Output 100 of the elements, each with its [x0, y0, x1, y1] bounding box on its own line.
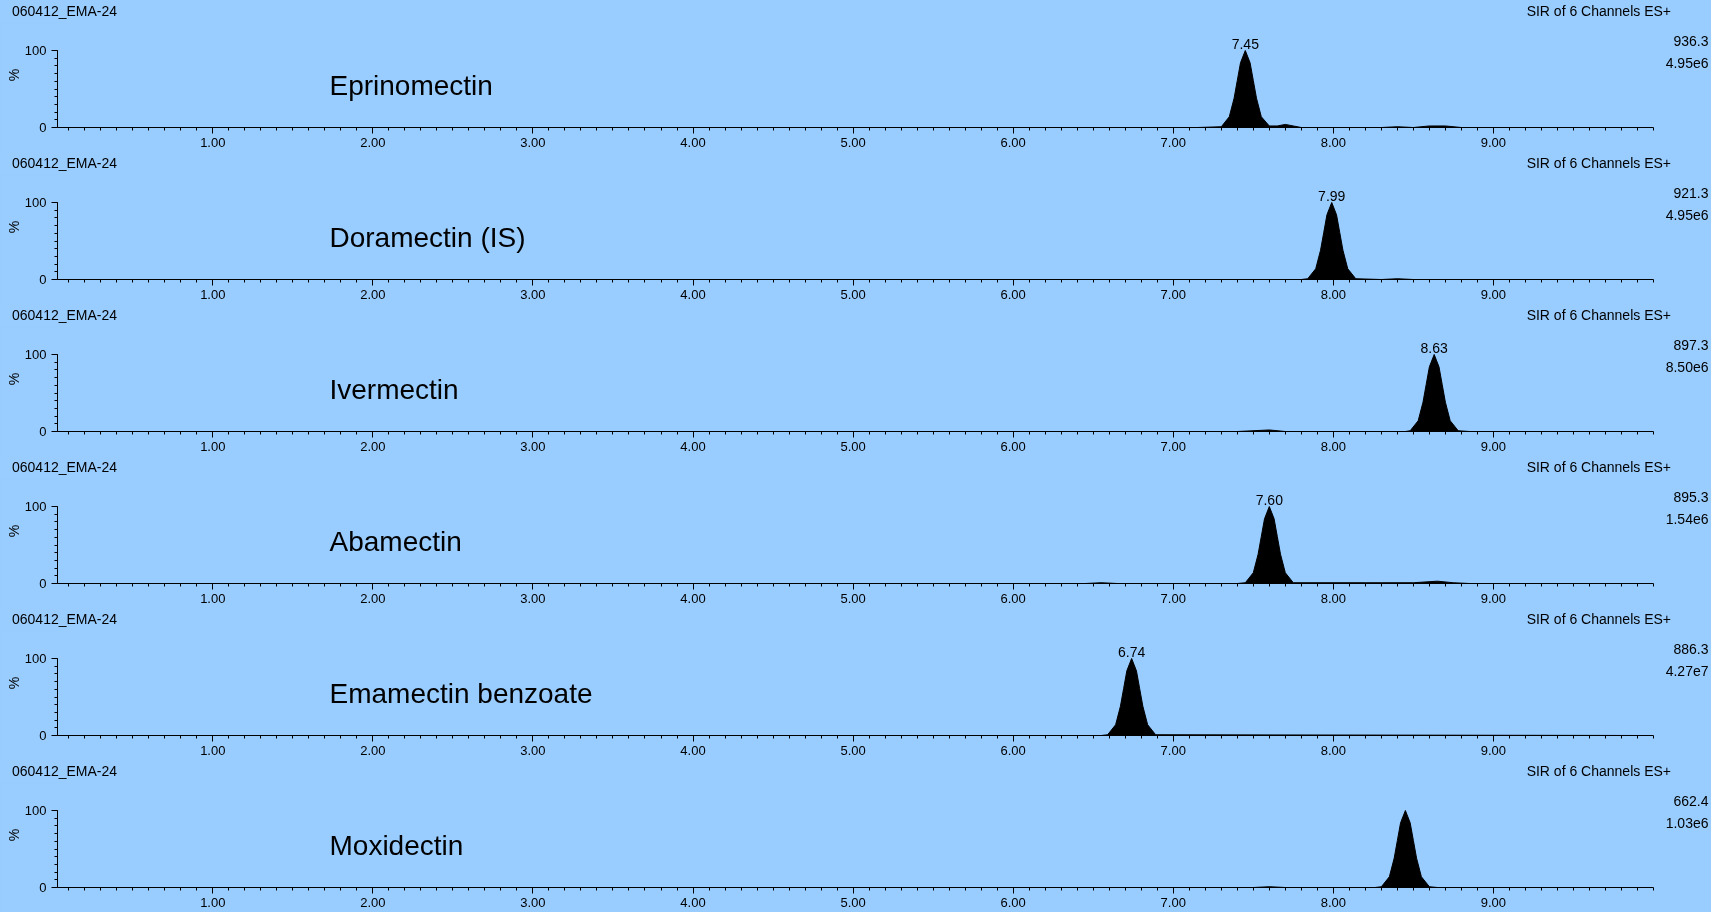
x-tick-label: 3.00 [520, 438, 546, 454]
title: 060412_EMA-24 [12, 154, 118, 173]
x-tick-label: 1.00 [200, 438, 226, 454]
x-tick-label: 2.00 [360, 286, 386, 302]
x-tick-label: 9.00 [1480, 438, 1507, 454]
x-tick-label: 5.00 [840, 894, 866, 910]
x-tick-label: 8.00 [1320, 590, 1346, 606]
annotation: Moxidectin [329, 830, 464, 861]
x-tick-label: 5.00 [840, 590, 866, 606]
y-tick-label: 100 [24, 651, 47, 666]
x-tick-label: 3.00 [520, 286, 546, 302]
title: 060412_EMA-24 [12, 762, 118, 781]
y-tick-label: 100 [24, 347, 47, 362]
y-tick-label: 100 [24, 499, 47, 514]
y-tick-label: 100 [24, 195, 47, 210]
x-tick-label: 8.00 [1320, 742, 1346, 758]
x-tick-label: 6.00 [1000, 894, 1026, 910]
x-tick-label: 1.00 [200, 742, 226, 758]
x-tick-label: 9.00 [1480, 286, 1507, 302]
x-tick-label: 3.00 [520, 134, 546, 150]
x-tick-label: 4.00 [680, 742, 706, 758]
x-tick-label: 4.00 [680, 286, 706, 302]
subtitle: SIR of 6 Channels ES+ [1526, 154, 1671, 173]
text: 921.3 4.95e6 [1665, 184, 1709, 223]
x-tick-label: 9.00 [1480, 590, 1507, 606]
x-tick-label: 4.00 [680, 438, 706, 454]
y-tick-label: 0 [39, 880, 47, 895]
annotation: 8.63 [1420, 339, 1449, 356]
x-tick-label: 2.00 [360, 894, 386, 910]
x-tick-label: 9.00 [1480, 894, 1507, 910]
annotation: Eprinomectin [329, 70, 493, 101]
x-tick-label: 2.00 [360, 590, 386, 606]
x-tick-label: 4.00 [680, 134, 706, 150]
y-tick-label: 100 [24, 803, 47, 818]
y-axis-title: % [5, 372, 22, 386]
x-tick-label: 6.00 [1000, 286, 1026, 302]
x-tick-label: 3.00 [520, 742, 546, 758]
x-tick-label: 7.00 [1160, 590, 1186, 606]
x-tick-label: 6.00 [1000, 438, 1026, 454]
x-tick-label: 1.00 [200, 134, 226, 150]
y-axis-title: % [5, 828, 22, 842]
x-tick-label: 1.00 [200, 894, 226, 910]
annotation: Doramectin (IS) [329, 222, 526, 253]
y-tick-label: 0 [39, 576, 47, 591]
x-tick-label: 6.00 [1000, 590, 1026, 606]
x-tick-label: 5.00 [840, 134, 866, 150]
y-axis-title: % [5, 220, 22, 234]
y-tick-label: 100 [24, 43, 47, 58]
x-tick-label: 7.00 [1160, 438, 1186, 454]
annotation: 7.45 [1231, 35, 1260, 52]
x-tick-label: 3.00 [520, 894, 546, 910]
x-tick-label: 1.00 [200, 590, 226, 606]
x-tick-label: 2.00 [360, 438, 386, 454]
y-axis-title: % [5, 676, 22, 690]
text: 662.4 1.03e6 [1665, 792, 1709, 831]
x-tick-label: 8.00 [1320, 894, 1346, 910]
text: 897.3 8.50e6 [1665, 336, 1709, 375]
x-tick-label: 1.00 [200, 286, 226, 302]
text: 895.3 1.54e6 [1665, 488, 1709, 527]
annotation: 7.99 [1318, 187, 1346, 204]
subtitle: SIR of 6 Channels ES+ [1526, 762, 1671, 781]
annotation: Emamectin benzoate [329, 678, 593, 709]
annotation: 7.60 [1255, 491, 1284, 508]
x-tick-label: 7.00 [1160, 134, 1186, 150]
x-tick-label: 5.00 [840, 438, 866, 454]
y-tick-label: 0 [39, 120, 47, 135]
x-tick-label: 7.00 [1160, 894, 1186, 910]
text: 936.3 4.95e6 [1665, 32, 1709, 71]
x-tick-label: 8.00 [1320, 438, 1346, 454]
annotation: Abamectin [329, 526, 462, 557]
title: 060412_EMA-24 [12, 458, 118, 477]
title: 060412_EMA-24 [12, 610, 118, 629]
x-tick-label: 5.00 [840, 286, 866, 302]
x-tick-label: 6.00 [1000, 742, 1026, 758]
annotation: Ivermectin [329, 374, 459, 405]
subtitle: SIR of 6 Channels ES+ [1526, 306, 1671, 325]
x-tick-label: 6.00 [1000, 134, 1026, 150]
subtitle: SIR of 6 Channels ES+ [1526, 458, 1671, 477]
x-tick-label: 2.00 [360, 134, 386, 150]
x-tick-label: 7.00 [1160, 286, 1186, 302]
y-axis-title: % [5, 524, 22, 538]
x-tick-label: 3.00 [520, 590, 546, 606]
x-tick-label: 8.00 [1320, 134, 1346, 150]
x-tick-label: 4.00 [680, 590, 706, 606]
subtitle: SIR of 6 Channels ES+ [1526, 2, 1671, 21]
x-tick-label: 4.00 [680, 894, 706, 910]
x-tick-label: 5.00 [840, 742, 866, 758]
x-tick-label: 7.00 [1160, 742, 1186, 758]
y-axis-title: % [5, 68, 22, 82]
y-tick-label: 0 [39, 424, 47, 439]
title: 060412_EMA-24 [12, 306, 118, 325]
subtitle: SIR of 6 Channels ES+ [1526, 610, 1671, 629]
text: 886.3 4.27e7 [1665, 640, 1709, 679]
annotation: 6.74 [1118, 643, 1146, 660]
y-tick-label: 0 [39, 728, 47, 743]
x-tick-label: 9.00 [1480, 742, 1507, 758]
x-tick-label: 8.00 [1320, 286, 1346, 302]
x-tick-label: 2.00 [360, 742, 386, 758]
title: 060412_EMA-24 [12, 2, 118, 21]
x-tick-label: 9.00 [1480, 134, 1507, 150]
